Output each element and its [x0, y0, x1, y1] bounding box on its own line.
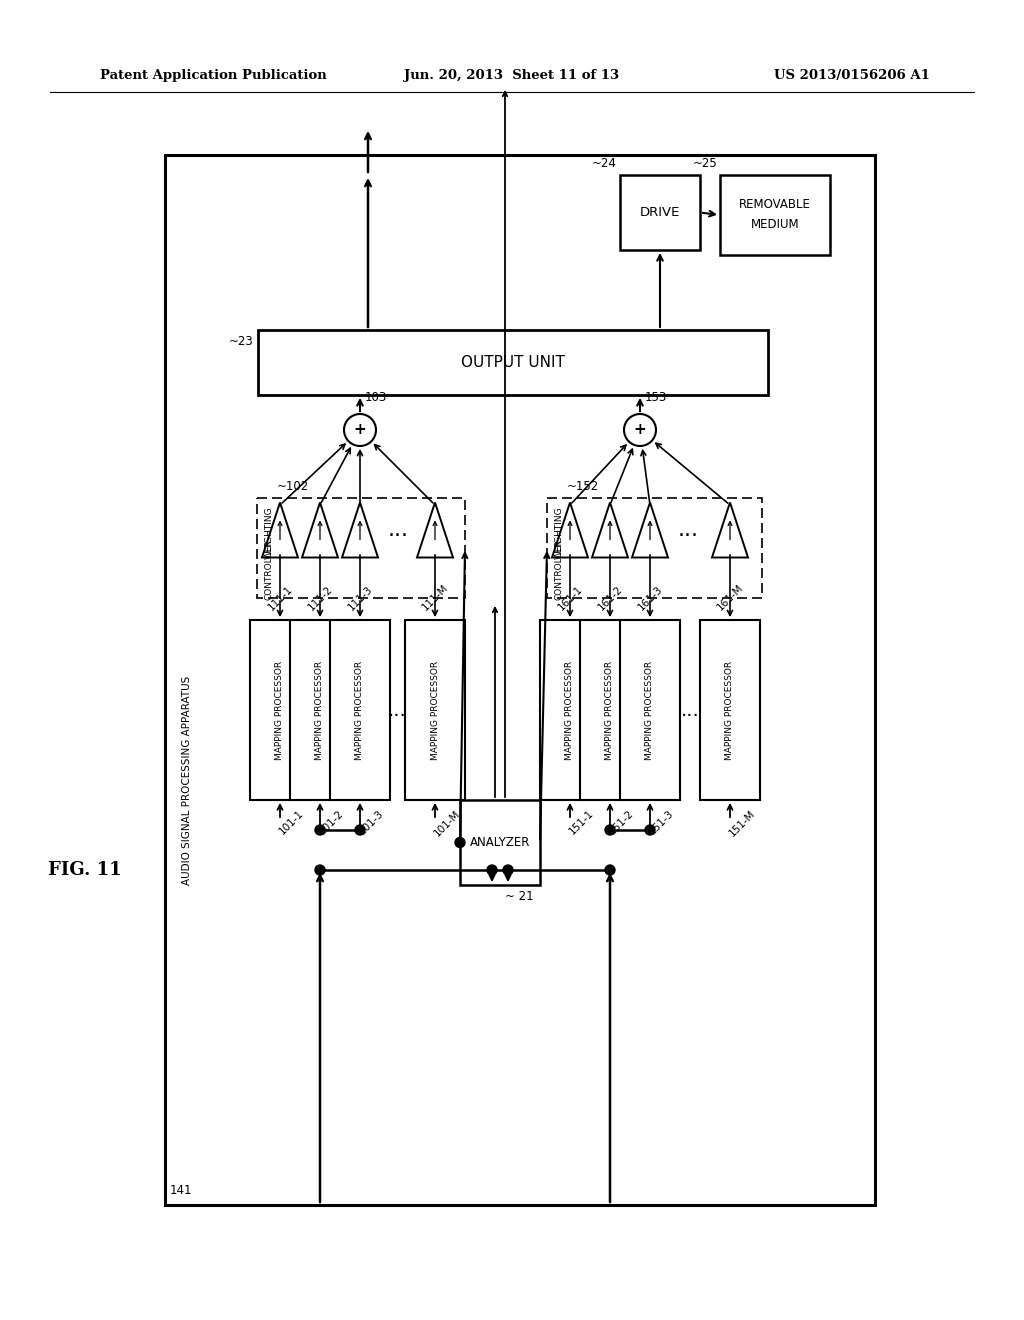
Text: Patent Application Publication: Patent Application Publication: [100, 69, 327, 82]
Text: +: +: [634, 422, 646, 437]
Text: ~25: ~25: [692, 157, 717, 170]
Text: +: +: [353, 422, 367, 437]
Text: 101-2: 101-2: [317, 808, 345, 837]
Text: MAPPING PROCESSOR: MAPPING PROCESSOR: [725, 660, 734, 759]
Circle shape: [315, 865, 325, 875]
Text: 101-M: 101-M: [432, 808, 462, 838]
Circle shape: [605, 865, 615, 875]
Text: ...: ...: [387, 520, 409, 540]
Text: FIG. 11: FIG. 11: [48, 861, 122, 879]
Bar: [330, 620, 390, 800]
Text: ~102: ~102: [278, 480, 309, 492]
Text: 151-2: 151-2: [607, 808, 636, 837]
Circle shape: [645, 825, 655, 836]
Text: 101-3: 101-3: [357, 808, 385, 837]
Bar: [460, 800, 540, 884]
Text: REMOVABLE: REMOVABLE: [739, 198, 811, 211]
Text: US 2013/0156206 A1: US 2013/0156206 A1: [774, 69, 930, 82]
Text: 161-3: 161-3: [636, 583, 665, 612]
Text: 151-M: 151-M: [727, 808, 757, 838]
Text: 103: 103: [365, 391, 387, 404]
Text: MAPPING PROCESSOR: MAPPING PROCESSOR: [605, 660, 614, 759]
Bar: [250, 620, 310, 800]
Text: ...: ...: [388, 701, 407, 719]
Circle shape: [487, 865, 497, 875]
Text: MAPPING PROCESSOR: MAPPING PROCESSOR: [565, 660, 574, 759]
Text: 151-3: 151-3: [647, 808, 676, 837]
Circle shape: [355, 825, 365, 836]
Circle shape: [315, 825, 325, 836]
Text: MAPPING PROCESSOR: MAPPING PROCESSOR: [355, 660, 365, 759]
Bar: [257, 498, 465, 598]
Text: CONTROLLER: CONTROLLER: [265, 540, 274, 601]
Circle shape: [503, 865, 513, 875]
Bar: [290, 620, 350, 800]
Text: OUTPUT UNIT: OUTPUT UNIT: [461, 355, 565, 370]
Text: CONTROLLER: CONTROLLER: [555, 540, 564, 601]
Bar: [165, 154, 874, 1205]
Text: ~24: ~24: [592, 157, 617, 170]
Text: MAPPING PROCESSOR: MAPPING PROCESSOR: [315, 660, 325, 759]
Text: AUDIO SIGNAL PROCESSING APPARATUS: AUDIO SIGNAL PROCESSING APPARATUS: [182, 676, 193, 884]
Text: MAPPING PROCESSOR: MAPPING PROCESSOR: [275, 660, 285, 759]
Text: 153: 153: [645, 391, 668, 404]
Circle shape: [605, 825, 615, 836]
Text: MAPPING PROCESSOR: MAPPING PROCESSOR: [430, 660, 439, 759]
Bar: [620, 620, 680, 800]
Text: ~23: ~23: [228, 335, 253, 348]
Text: ...: ...: [678, 520, 698, 540]
Text: ~152: ~152: [567, 480, 599, 492]
Text: WEIGHTING: WEIGHTING: [555, 507, 564, 560]
Text: 161-1: 161-1: [556, 583, 585, 612]
Bar: [620, 176, 700, 249]
Text: 111-1: 111-1: [266, 583, 294, 612]
Text: ...: ...: [681, 701, 699, 719]
Text: 111-3: 111-3: [346, 583, 374, 612]
Text: ANALYZER: ANALYZER: [470, 836, 530, 849]
Text: DRIVE: DRIVE: [640, 206, 680, 219]
Circle shape: [344, 414, 376, 446]
Text: 101-1: 101-1: [278, 808, 305, 837]
Bar: [406, 620, 465, 800]
Bar: [258, 330, 768, 395]
Text: 111-2: 111-2: [306, 583, 334, 612]
Bar: [540, 620, 600, 800]
Bar: [580, 620, 640, 800]
Circle shape: [455, 837, 465, 847]
Bar: [700, 620, 760, 800]
Text: MAPPING PROCESSOR: MAPPING PROCESSOR: [645, 660, 654, 759]
Text: 161-2: 161-2: [596, 583, 625, 612]
Text: ~ 21: ~ 21: [505, 890, 534, 903]
Text: Jun. 20, 2013  Sheet 11 of 13: Jun. 20, 2013 Sheet 11 of 13: [404, 69, 620, 82]
Bar: [547, 498, 762, 598]
Text: 141: 141: [170, 1184, 193, 1197]
Text: WEIGHTING: WEIGHTING: [265, 507, 274, 560]
Text: 151-1: 151-1: [567, 808, 596, 837]
Text: MEDIUM: MEDIUM: [751, 219, 800, 231]
Text: 161-M: 161-M: [715, 582, 745, 612]
Text: 111-M: 111-M: [420, 582, 450, 612]
Circle shape: [624, 414, 656, 446]
Bar: [720, 176, 830, 255]
